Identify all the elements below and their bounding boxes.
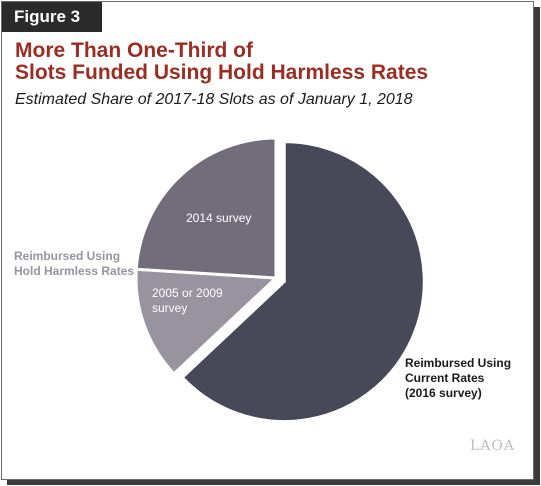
- pie-labels: Reimbursed Using Current Rates (2016 surve…: [14, 211, 511, 400]
- frame-shadow-bottom: [7, 479, 540, 485]
- slice-label-2005-2009-line-0: 2005 or 2009: [152, 286, 223, 300]
- slice-label-2005-2009: 2005 or 2009 survey: [152, 286, 223, 315]
- figure-label: Figure 3: [2, 2, 102, 32]
- slice-label-2005-2009-line-1: survey: [152, 301, 187, 315]
- group-label-hold-harmless: Reimbursed Using Hold Harmless Rates: [14, 249, 134, 278]
- slice-label-2014: 2014 survey: [186, 211, 251, 225]
- frame-shadow-right: [534, 7, 540, 480]
- pie-slice-2005-2009: [134, 267, 278, 376]
- pie-slice-2014: [134, 136, 278, 280]
- pie-slice-current: [180, 140, 426, 424]
- group-label-line-0: Reimbursed Using: [14, 249, 120, 263]
- slice-label-current-line-1: Current Rates: [405, 371, 485, 385]
- chart-title-line-2: Slots Funded Using Hold Harmless Rates: [15, 61, 429, 84]
- chart-title: More Than One-Third of Slots Funded Usin…: [15, 40, 515, 84]
- lao-logo: LAOA: [470, 438, 515, 454]
- slice-label-current-line-2: (2016 survey): [405, 386, 482, 400]
- group-label-line-1: Hold Harmless Rates: [14, 264, 134, 278]
- chart-title-line-1: More Than One-Third of: [15, 39, 253, 62]
- pie-slices: [134, 136, 426, 424]
- slice-label-current-line-0: Reimbursed Using: [405, 356, 511, 370]
- slice-label-current: Reimbursed Using Current Rates (2016 surve…: [405, 356, 511, 400]
- chart-subtitle: Estimated Share of 2017-18 Slots as of J…: [15, 91, 413, 108]
- slice-label-2014-line-0: 2014 survey: [186, 211, 251, 225]
